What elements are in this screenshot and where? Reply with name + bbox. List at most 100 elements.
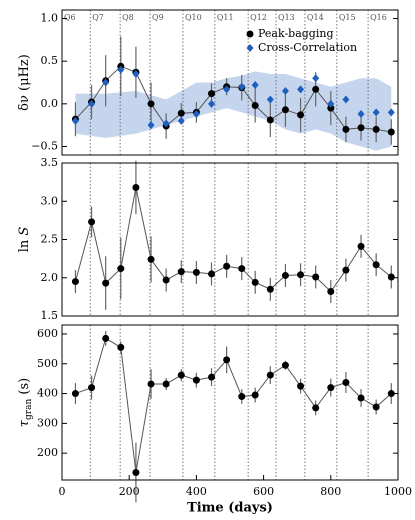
y-tick-label: 3.5: [41, 156, 59, 169]
x-tick-label: 600: [253, 485, 274, 498]
marker: [312, 85, 320, 93]
marker: [238, 265, 246, 273]
y-axis-label-part: ln: [17, 236, 32, 253]
y-tick-label: 1.5: [41, 309, 59, 322]
marker: [357, 242, 365, 250]
marker: [71, 116, 79, 125]
marker: [357, 110, 365, 119]
marker: [251, 391, 259, 399]
marker: [208, 90, 216, 98]
marker: [162, 276, 170, 284]
quarter-label: Q9: [152, 13, 164, 22]
marker: [223, 85, 231, 94]
marker: [266, 285, 274, 293]
y-tick-label: 500: [37, 357, 58, 370]
marker: [117, 65, 125, 74]
marker: [281, 87, 289, 96]
marker: [192, 268, 200, 276]
marker: [132, 69, 140, 78]
marker: [297, 111, 305, 119]
marker: [223, 356, 231, 364]
marker: [238, 393, 246, 401]
y-axis-label-part: gran: [24, 399, 34, 420]
marker: [372, 403, 380, 411]
marker: [71, 278, 79, 286]
marker: [357, 394, 365, 402]
marker: [372, 261, 380, 269]
x-tick-label: 400: [186, 485, 207, 498]
marker: [88, 99, 96, 108]
marker: [223, 262, 231, 270]
marker: [342, 125, 350, 133]
marker: [266, 95, 274, 104]
marker: [177, 371, 185, 379]
marker: [192, 110, 200, 119]
marker: [327, 288, 335, 296]
marker: [372, 108, 380, 117]
marker: [342, 95, 350, 104]
quarter-label: Q13: [278, 13, 295, 22]
legend-marker: [246, 30, 254, 38]
marker: [327, 104, 335, 112]
y-tick-label: 400: [37, 387, 58, 400]
y-tick-label: 0.0: [41, 97, 59, 110]
marker: [162, 380, 170, 388]
marker: [177, 109, 185, 117]
marker: [102, 78, 110, 87]
marker: [387, 128, 395, 136]
marker: [117, 343, 125, 351]
plot-frame: [61, 162, 399, 317]
y-axis-label: ln S: [17, 227, 32, 253]
marker: [281, 106, 289, 114]
y-tick-label: 2.0: [41, 271, 59, 284]
y-tick-label: 2.5: [41, 233, 59, 246]
quarter-label: Q7: [92, 13, 104, 22]
marker: [147, 380, 155, 388]
marker: [132, 183, 140, 191]
marker: [387, 273, 395, 281]
marker: [71, 390, 79, 398]
quarter-label: Q15: [339, 13, 356, 22]
y-axis-label-part: δν (μHz): [17, 54, 32, 111]
uncertainty-band: [75, 71, 392, 151]
marker: [208, 99, 216, 108]
quarter-label: Q16: [370, 13, 387, 22]
marker: [88, 384, 96, 392]
series-line: [75, 337, 392, 473]
marker: [117, 265, 125, 273]
marker: [147, 100, 155, 108]
x-tick-label: 800: [320, 485, 341, 498]
y-axis-label-part: (s): [17, 378, 32, 399]
y-axis-label: τgran (s): [17, 378, 34, 427]
marker: [387, 390, 395, 398]
x-tick-label: 1000: [384, 485, 412, 498]
marker: [238, 82, 246, 91]
marker: [312, 74, 320, 83]
marker: [327, 384, 335, 392]
quarter-label: Q11: [217, 13, 234, 22]
marker: [312, 404, 320, 412]
plot-frame: [61, 324, 399, 481]
legend-label: Peak-bagging: [258, 27, 334, 40]
x-tick-label: 200: [119, 485, 140, 498]
y-axis-label-part: τ: [17, 419, 32, 427]
quarter-label: Q14: [307, 13, 324, 22]
marker: [281, 361, 289, 369]
x-axis-label: Time (days): [187, 501, 273, 516]
marker: [312, 273, 320, 281]
y-axis-label-part: S: [17, 227, 32, 236]
marker: [342, 266, 350, 274]
marker: [208, 270, 216, 278]
plot-frame: [61, 9, 399, 156]
legend-marker: [246, 44, 254, 52]
y-tick-label: 3.0: [41, 194, 59, 207]
marker: [342, 379, 350, 387]
marker: [297, 382, 305, 390]
marker: [297, 271, 305, 279]
marker: [266, 371, 274, 379]
quarter-label: Q10: [185, 13, 202, 22]
marker: [162, 119, 170, 128]
quarter-label: Q12: [250, 13, 267, 22]
marker: [387, 108, 395, 117]
